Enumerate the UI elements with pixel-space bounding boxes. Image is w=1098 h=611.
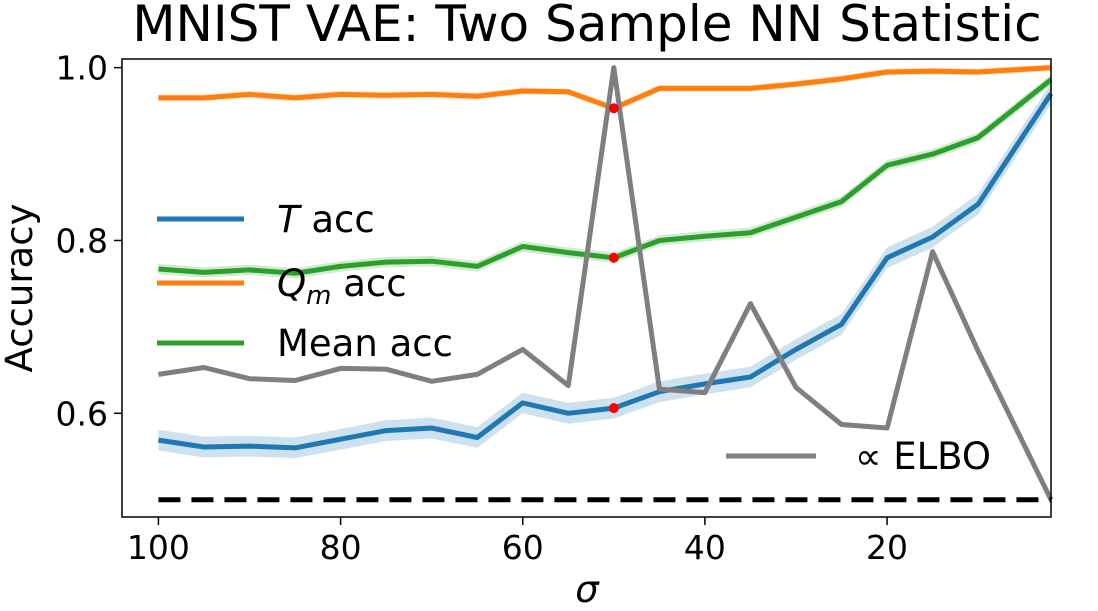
- legend-label-q-m-acc: Qm acc: [277, 262, 407, 311]
- line-mean-acc: [158, 77, 1053, 276]
- x-tick-label: 100: [127, 528, 190, 567]
- highlight-markers: [608, 103, 619, 414]
- line-t-acc: [158, 92, 1054, 451]
- line-elbo: [158, 65, 1054, 501]
- marker-t-acc: [608, 403, 619, 414]
- y-axis-ticks: 0.6 0.8 1.0: [56, 49, 122, 433]
- marker-q-m-acc: [608, 103, 619, 114]
- x-tick-label: 80: [320, 528, 362, 567]
- x-axis-ticks: 100 80 60 40 20: [127, 517, 908, 567]
- x-tick-label: 40: [684, 528, 726, 567]
- y-axis-title: Accuracy: [0, 204, 41, 373]
- y-tick-label: 1.0: [56, 49, 108, 88]
- band-q-m-acc: [158, 64, 1051, 112]
- series-lines: [158, 65, 1054, 501]
- legend-label-t-acc: T acc: [277, 198, 375, 241]
- plot-area: [158, 64, 1054, 503]
- line-q-m-acc: [158, 65, 1052, 111]
- legend: T acc Qm acc Mean acc ∝ ELBO: [157, 198, 991, 478]
- marker-mean-acc: [608, 252, 619, 263]
- chart-title: MNIST VAE: Two Sample NN Statistic: [132, 0, 1041, 53]
- x-tick-label: 60: [502, 528, 544, 567]
- y-tick-label: 0.8: [56, 221, 108, 260]
- legend-label-elbo: ∝ ELBO: [855, 435, 991, 478]
- legend-label-mean-acc: Mean acc: [277, 322, 453, 365]
- band-t-acc: [158, 83, 1051, 459]
- y-tick-label: 0.6: [56, 394, 108, 433]
- plot-frame: [121, 58, 1052, 518]
- x-tick-label: 20: [866, 528, 908, 567]
- x-axis-title: σ: [575, 568, 600, 611]
